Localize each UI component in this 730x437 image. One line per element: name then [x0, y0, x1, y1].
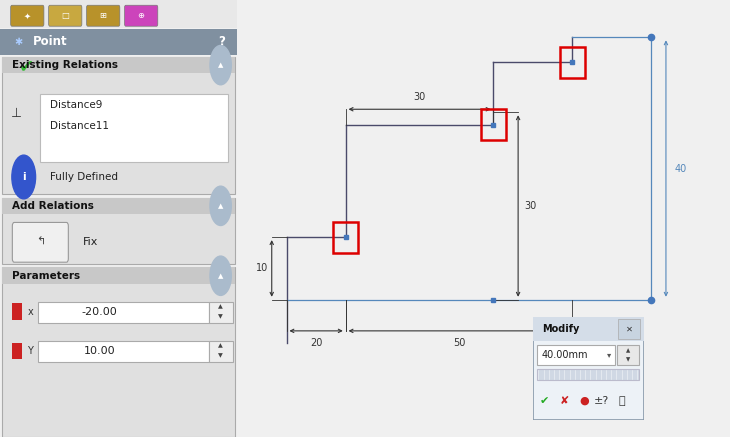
Text: ⊥: ⊥ [11, 107, 22, 120]
Text: Fix: Fix [83, 237, 99, 247]
Text: ▼: ▼ [218, 314, 223, 319]
Text: Distance11: Distance11 [50, 121, 109, 131]
Bar [560, 47, 585, 78]
Circle shape [210, 256, 231, 295]
FancyBboxPatch shape [2, 267, 235, 437]
Text: 30: 30 [413, 92, 426, 102]
Text: ±?: ±? [594, 396, 610, 406]
Bar [334, 222, 358, 253]
Text: Fully Defined: Fully Defined [50, 172, 118, 182]
FancyBboxPatch shape [209, 341, 232, 362]
FancyBboxPatch shape [40, 94, 228, 162]
Text: ▾: ▾ [607, 350, 612, 359]
Text: Add Relations: Add Relations [12, 201, 93, 211]
Text: ?: ? [218, 35, 226, 49]
Text: 40.00mm: 40.00mm [542, 350, 588, 360]
FancyBboxPatch shape [2, 198, 235, 214]
Text: Modify: Modify [542, 324, 579, 334]
Text: Distance9: Distance9 [50, 100, 102, 110]
FancyBboxPatch shape [38, 302, 209, 323]
Text: ▲: ▲ [218, 203, 223, 209]
Text: Parameters: Parameters [12, 271, 80, 281]
FancyBboxPatch shape [0, 29, 237, 55]
Text: 50: 50 [453, 338, 465, 348]
Text: Existing Relations: Existing Relations [12, 60, 118, 70]
Text: ⊕: ⊕ [138, 11, 145, 20]
Bar [481, 109, 506, 140]
Text: ✱: ✱ [15, 37, 23, 47]
Text: ✔: ✔ [19, 57, 34, 76]
FancyBboxPatch shape [2, 267, 235, 284]
FancyBboxPatch shape [533, 317, 644, 420]
Text: 20: 20 [310, 338, 322, 348]
Text: ●: ● [579, 396, 589, 406]
Text: ⊞: ⊞ [100, 11, 107, 20]
Text: ▲: ▲ [218, 343, 223, 349]
Text: 40: 40 [675, 163, 687, 173]
Text: Y: Y [27, 346, 33, 356]
Text: ▲: ▲ [218, 304, 223, 309]
Text: ✕: ✕ [626, 325, 633, 333]
FancyBboxPatch shape [49, 5, 82, 26]
FancyBboxPatch shape [125, 5, 158, 26]
FancyBboxPatch shape [38, 341, 209, 362]
Text: ✘: ✘ [559, 396, 569, 406]
Text: ✔: ✔ [539, 396, 549, 406]
FancyBboxPatch shape [617, 344, 639, 365]
Text: 10.00: 10.00 [84, 347, 115, 356]
Text: i: i [22, 172, 26, 182]
FancyBboxPatch shape [12, 222, 69, 262]
Text: 10: 10 [255, 264, 268, 274]
FancyBboxPatch shape [618, 319, 640, 340]
Text: ✦: ✦ [24, 11, 31, 20]
Circle shape [210, 186, 231, 225]
FancyBboxPatch shape [537, 369, 639, 381]
FancyBboxPatch shape [11, 5, 44, 26]
FancyBboxPatch shape [2, 57, 235, 194]
Text: ▲: ▲ [218, 273, 223, 279]
Text: 30: 30 [524, 201, 537, 211]
Text: x: x [27, 307, 33, 316]
Bar [12, 303, 22, 320]
Text: ↰: ↰ [36, 237, 45, 247]
FancyBboxPatch shape [0, 0, 237, 28]
FancyBboxPatch shape [2, 198, 235, 264]
Text: ▲: ▲ [626, 348, 631, 353]
FancyBboxPatch shape [209, 302, 232, 323]
Text: 🖉: 🖉 [618, 396, 625, 406]
Circle shape [210, 45, 231, 85]
Text: Point: Point [34, 35, 68, 49]
FancyBboxPatch shape [533, 317, 644, 341]
FancyBboxPatch shape [87, 5, 120, 26]
FancyBboxPatch shape [2, 57, 235, 73]
Text: ▼: ▼ [218, 353, 223, 358]
Text: ▲: ▲ [218, 62, 223, 68]
FancyBboxPatch shape [537, 344, 615, 365]
Text: □: □ [61, 11, 69, 20]
Text: -20.00: -20.00 [82, 307, 118, 317]
Bar [12, 343, 22, 359]
Circle shape [12, 155, 36, 199]
Text: ▼: ▼ [626, 357, 631, 362]
